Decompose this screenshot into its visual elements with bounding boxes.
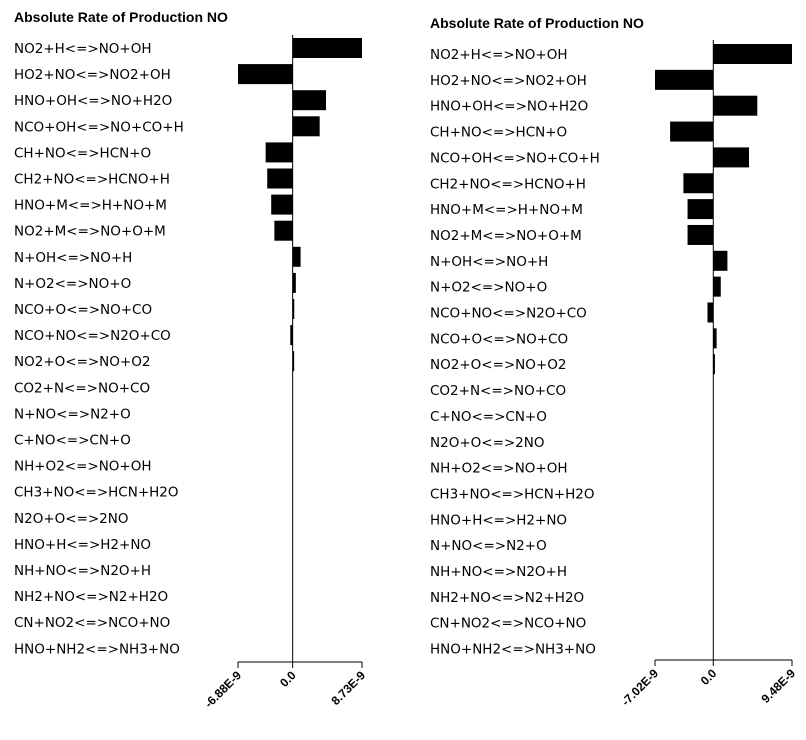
bar [292, 272, 296, 293]
bar [292, 38, 362, 58]
category-label: NCO+O<=>NO+CO [430, 331, 568, 347]
category-label: N+NO<=>N2+O [14, 406, 131, 422]
x-tick-label: 0.0 [698, 666, 720, 688]
category-label: CO2+N<=>NO+CO [430, 383, 566, 399]
bar [687, 224, 714, 245]
category-label: C+NO<=>CN+O [14, 433, 131, 449]
category-label: NCO+NO<=>N2O+CO [430, 306, 587, 322]
category-label: N+NO<=>N2+O [430, 538, 547, 554]
bar [713, 250, 728, 271]
category-label: N2O+O<=>2NO [14, 511, 129, 527]
bar [292, 246, 301, 267]
bar [713, 147, 749, 168]
bar [292, 351, 295, 372]
category-label: CH2+NO<=>HCNO+H [430, 176, 586, 192]
category-label: HNO+OH<=>NO+H2O [430, 99, 588, 115]
category-label: N+O2<=>NO+O [430, 280, 547, 296]
category-label: HNO+NH2<=>NH3+NO [14, 641, 180, 657]
bar [292, 116, 320, 137]
category-label: HNO+H<=>H2+NO [430, 512, 567, 528]
bar [713, 95, 758, 116]
category-label: NO2+O<=>NO+O2 [14, 354, 150, 370]
category-label: N+O2<=>NO+O [14, 276, 131, 292]
bar [655, 69, 714, 90]
category-label: CO2+N<=>NO+CO [14, 380, 150, 396]
category-label: NCO+OH<=>NO+CO+H [14, 119, 184, 135]
bar [683, 173, 714, 194]
category-label: CN+NO2<=>NCO+NO [430, 616, 586, 632]
x-tick-label: 8.73E-9 [329, 668, 369, 708]
category-label: C+NO<=>CN+O [430, 409, 547, 425]
category-label: NH+O2<=>NO+OH [430, 461, 568, 477]
category-label: N+OH<=>NO+H [14, 250, 132, 266]
category-label: NO2+M<=>NO+O+M [430, 228, 582, 244]
x-tick-label: -6.88E-9 [202, 668, 245, 711]
category-label: CH2+NO<=>HCNO+H [14, 172, 170, 188]
category-label: N+OH<=>NO+H [430, 254, 548, 270]
bar [713, 276, 721, 297]
category-label: N2O+O<=>2NO [430, 435, 545, 451]
chart-title: Absolute Rate of Production NO [14, 9, 228, 25]
category-label: NCO+NO<=>N2O+CO [14, 328, 171, 344]
category-label: CN+NO2<=>NCO+NO [14, 615, 170, 631]
category-label: HNO+H<=>H2+NO [14, 537, 151, 553]
category-label: NCO+OH<=>NO+CO+H [430, 150, 600, 166]
x-tick-label: -7.02E-9 [619, 666, 662, 709]
bar [292, 299, 295, 319]
category-label: HO2+NO<=>NO2+OH [14, 67, 171, 83]
category-label: NO2+H<=>NO+OH [14, 41, 152, 57]
left-chart-panel: Absolute Rate of Production NO -6.88E-9 0.… [14, 9, 368, 711]
bar [267, 168, 293, 189]
bar [238, 64, 293, 85]
bar [687, 199, 714, 220]
category-label: CH3+NO<=>HCN+H2O [430, 486, 595, 502]
category-label: HO2+NO<=>NO2+OH [430, 73, 587, 89]
category-label: CH+NO<=>HCN+O [430, 125, 567, 141]
bar [274, 220, 293, 241]
bar [265, 142, 293, 163]
category-label: CH+NO<=>HCN+O [14, 145, 151, 161]
bar [271, 194, 293, 215]
category-label: NO2+H<=>NO+OH [430, 47, 568, 63]
category-label: NO2+M<=>NO+O+M [14, 224, 166, 240]
bar [713, 44, 792, 64]
bar [713, 354, 715, 375]
category-label: NH+O2<=>NO+OH [14, 459, 152, 475]
category-label: NO2+O<=>NO+O2 [430, 357, 566, 373]
bar [713, 328, 717, 349]
category-label: HNO+OH<=>NO+H2O [14, 93, 172, 109]
x-tick-label: 9.48E-9 [759, 666, 799, 706]
category-label: NH+NO<=>N2O+H [14, 563, 151, 579]
category-label: HNO+M<=>H+NO+M [14, 198, 167, 214]
category-label: NH2+NO<=>N2+H2O [14, 589, 168, 605]
chart-title: Absolute Rate of Production NO [430, 15, 644, 31]
category-label: NH+NO<=>N2O+H [430, 564, 567, 580]
bar [290, 325, 293, 346]
right-chart-panel: Absolute Rate of Production NO -7.02E-9 0.… [430, 15, 798, 709]
bar [670, 121, 714, 142]
bar [292, 90, 327, 111]
category-label: NH2+NO<=>N2+H2O [430, 590, 584, 606]
category-label: HNO+NH2<=>NH3+NO [430, 642, 596, 658]
bar [707, 302, 714, 323]
category-label: CH3+NO<=>HCN+H2O [14, 485, 179, 501]
category-label: NCO+O<=>NO+CO [14, 302, 152, 318]
category-label: HNO+M<=>H+NO+M [430, 202, 583, 218]
x-tick-label: 0.0 [277, 668, 299, 690]
